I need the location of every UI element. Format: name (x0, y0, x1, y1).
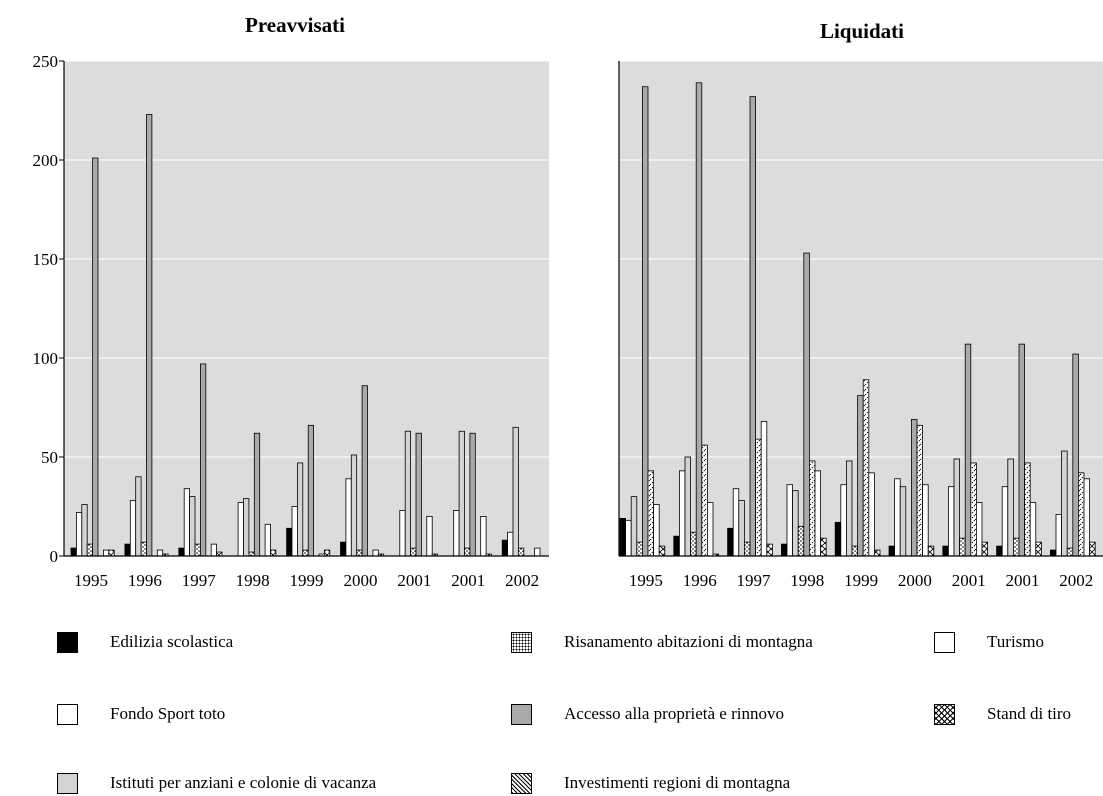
x-tick-label: 2000 (343, 571, 377, 590)
axes (618, 61, 1103, 557)
legend-item-accesso: Accesso alla proprietà e rinnovo (511, 703, 784, 725)
legend-item-risanamento: Risanamento abitazioni di montagna (511, 631, 813, 653)
y-tick-label: 250 (33, 52, 59, 71)
legend-swatch (934, 631, 955, 653)
x-tick-label: 1997 (737, 571, 772, 590)
plot-area (64, 61, 549, 556)
x-tick-label: 1999 (844, 571, 878, 590)
legend-item-stand: Stand di tiro (934, 703, 1071, 725)
legend-label: Edilizia scolastica (110, 632, 234, 651)
y-tick-label: 50 (41, 448, 58, 467)
y-tick-label: 0 (50, 547, 59, 566)
legend-label: Accesso alla proprietà e rinnovo (564, 704, 784, 723)
axes (59, 60, 549, 557)
gridlines (64, 60, 549, 458)
chart-title: Preavvisati (245, 13, 345, 37)
legend-item-fondo-sport: Fondo Sport toto (57, 703, 225, 725)
x-tick-labels: 1995 1996 1997 1998 1999 2000 2001 2001 2002 (629, 571, 1093, 590)
legend-swatch (511, 631, 532, 653)
x-tick-label: 2001 (397, 571, 431, 590)
bars (619, 82, 1096, 557)
bars (70, 114, 541, 557)
x-tick-label: 1999 (290, 571, 324, 590)
x-tick-label: 1997 (182, 571, 217, 590)
x-tick-label: 1995 (74, 571, 108, 590)
y-tick-label: 150 (33, 250, 59, 269)
legend-label: Investimenti regioni di montagna (564, 773, 791, 792)
chart-liquidati: Liquidati 1995 1996 1997 1998 1999 2000 2001 20… (618, 19, 1103, 590)
chart-title: Liquidati (820, 19, 904, 43)
legend-swatch (57, 772, 78, 794)
x-tick-label: 1998 (236, 571, 270, 590)
x-tick-label: 2000 (898, 571, 932, 590)
legend-swatch (511, 703, 532, 725)
x-tick-label: 1996 (683, 571, 717, 590)
chart-preavvisati: Preavvisati 0 50 100 150 200 250 1995 1996 1997… (33, 13, 549, 590)
legend-swatch (57, 703, 78, 725)
x-tick-label: 2001 (1006, 571, 1040, 590)
legend-swatch (511, 772, 532, 794)
legend-swatch (934, 703, 955, 725)
legend-label: Stand di tiro (987, 704, 1072, 723)
legend-item-istituti: Istituti per anziani e colonie di vacanz… (57, 772, 376, 794)
legend-label: Turismo (987, 632, 1045, 651)
y-tick-label: 100 (33, 349, 59, 368)
x-tick-label: 2002 (505, 571, 539, 590)
x-tick-label: 2001 (952, 571, 986, 590)
legend-label: Fondo Sport toto (110, 704, 226, 723)
x-tick-label: 1995 (629, 571, 663, 590)
legend-label: Istituti per anziani e colonie di vacanz… (110, 773, 377, 792)
x-tick-label: 1996 (128, 571, 162, 590)
legend-item-turismo: Turismo (934, 631, 1044, 653)
x-tick-label: 2001 (451, 571, 485, 590)
legend-item-investimenti: Investimenti regioni di montagna (511, 772, 790, 794)
x-tick-label: 1998 (790, 571, 824, 590)
y-tick-label: 200 (33, 151, 59, 170)
legend-swatch (57, 631, 78, 653)
x-tick-labels: 1995 1996 1997 1998 1999 2000 2001 2001 2002 (74, 571, 539, 590)
legend-label: Risanamento abitazioni di montagna (564, 632, 813, 651)
x-tick-label: 2002 (1059, 571, 1093, 590)
y-tick-labels: 0 50 100 150 200 250 (33, 52, 59, 566)
legend-item-edilizia: Edilizia scolastica (57, 631, 233, 653)
